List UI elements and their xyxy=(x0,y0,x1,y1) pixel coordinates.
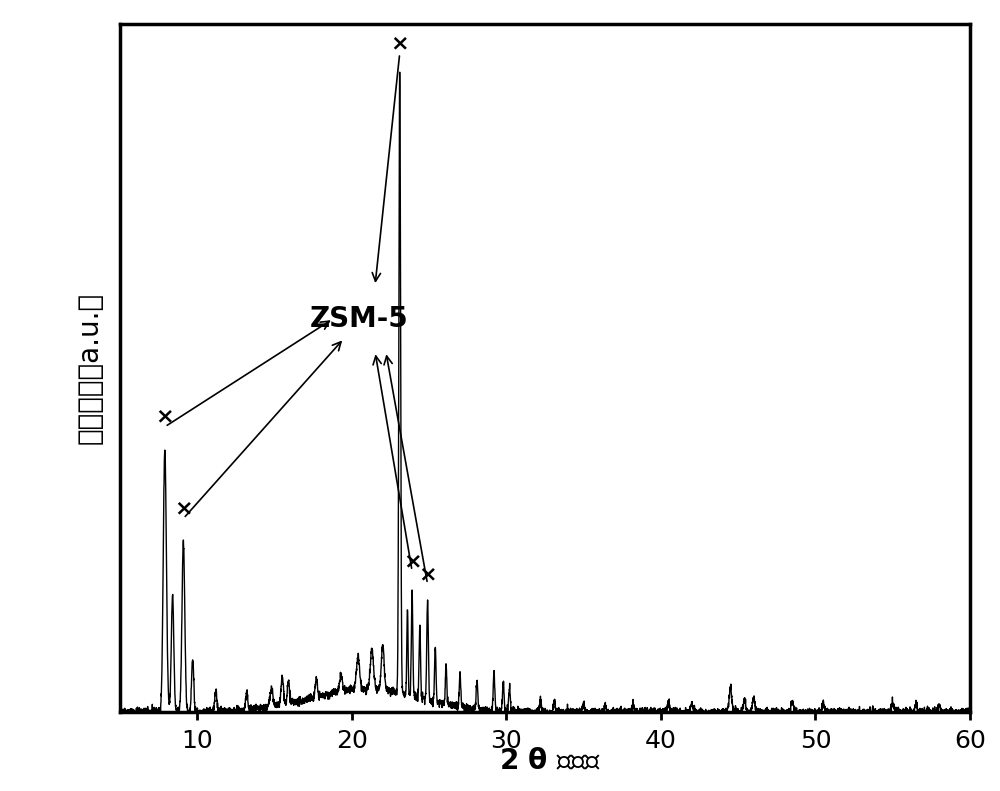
Text: ZSM-5: ZSM-5 xyxy=(310,305,409,333)
Text: ×: × xyxy=(390,33,409,53)
Text: ×: × xyxy=(174,498,193,519)
Y-axis label: 相对强度（a.u.）: 相对强度（a.u.） xyxy=(75,292,103,444)
Text: ×: × xyxy=(403,551,421,571)
Text: ×: × xyxy=(156,407,174,427)
Text: ×: × xyxy=(418,564,437,584)
Text: $\bf{2}$ $\bf{\theta}$ （度）: $\bf{2}$ $\bf{\theta}$ （度） xyxy=(499,747,601,775)
